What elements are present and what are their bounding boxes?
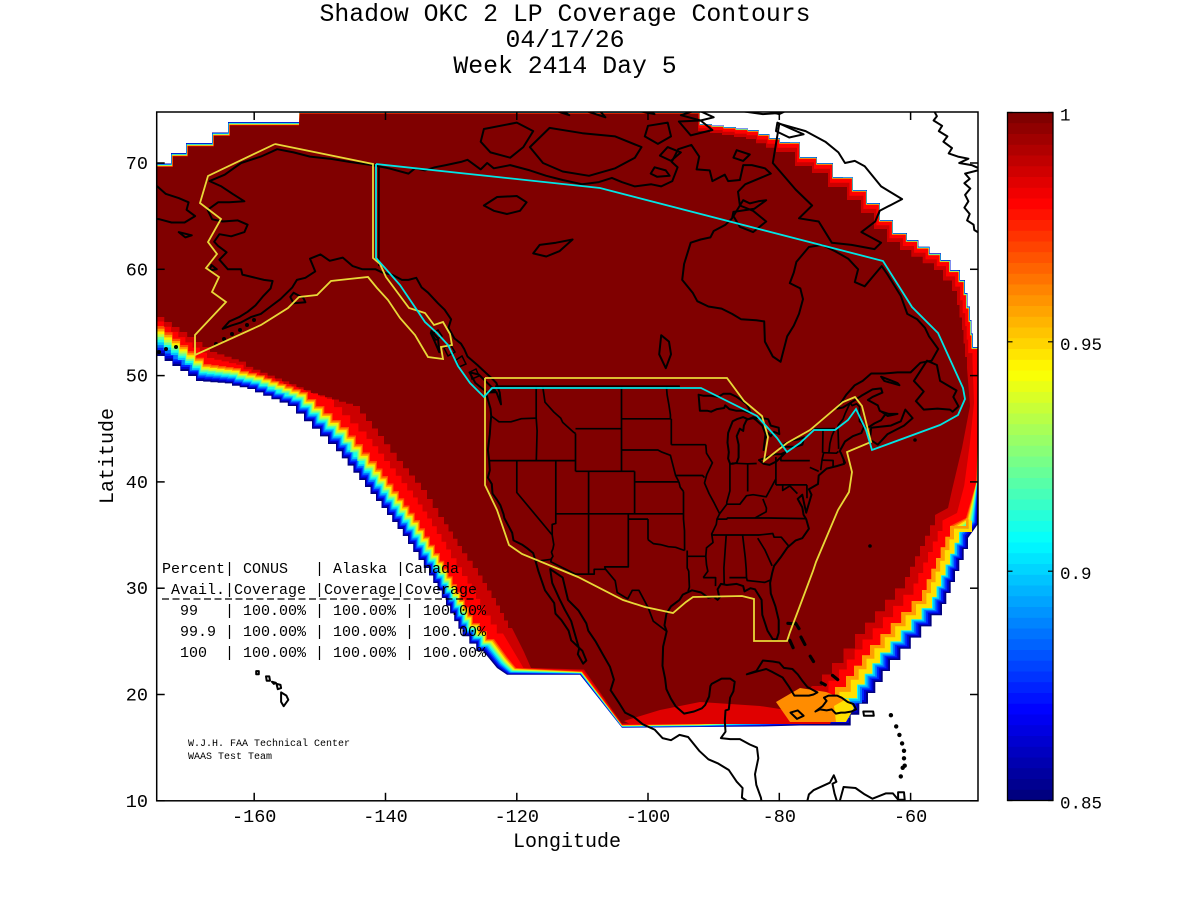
svg-text:Week 2414 Day 5: Week 2414 Day 5 (453, 53, 676, 81)
svg-text:0.9: 0.9 (1060, 565, 1092, 585)
svg-text:99.9 | 100.00% | 100.00% | 100: 99.9 | 100.00% | 100.00% | 100.00% (162, 624, 487, 641)
svg-text:WAAS Test Team: WAAS Test Team (188, 752, 272, 763)
svg-text:-120: -120 (495, 807, 539, 828)
svg-text:20: 20 (126, 686, 148, 707)
svg-text:0.85: 0.85 (1060, 795, 1102, 815)
svg-text:-100: -100 (626, 807, 670, 828)
svg-text:-160: -160 (232, 807, 276, 828)
svg-text:30: 30 (126, 579, 148, 600)
svg-text:0.95: 0.95 (1060, 336, 1102, 356)
svg-text:10: 10 (126, 792, 148, 813)
svg-text:40: 40 (126, 473, 148, 494)
svg-text:100 | 100.00% | 100.00% | 100: 100 | 100.00% | 100.00% | 100.00% (162, 645, 487, 662)
svg-text:-60: -60 (894, 807, 927, 828)
svg-text:99 | 100.00% | 100.00% | 100: 99 | 100.00% | 100.00% | 100.00% (162, 603, 487, 620)
svg-text:-80: -80 (763, 807, 796, 828)
svg-text:Percent| CONUS | Alaska |Can: Percent| CONUS | Alaska |Canada (162, 561, 459, 578)
svg-text:Avail.|Coverage |Coverage|Cove: Avail.|Coverage |Coverage|Coverage (162, 582, 477, 599)
svg-text:60: 60 (126, 260, 148, 281)
svg-text:-140: -140 (363, 807, 407, 828)
svg-text:W.J.H. FAA Technical Center: W.J.H. FAA Technical Center (188, 738, 350, 750)
svg-text:1: 1 (1060, 107, 1071, 127)
svg-text:Latitude: Latitude (97, 408, 120, 504)
svg-text:Shadow OKC 2 LP Coverage Conto: Shadow OKC 2 LP Coverage Contours (319, 1, 810, 29)
svg-text:50: 50 (126, 367, 148, 388)
svg-text:04/17/26: 04/17/26 (505, 27, 624, 55)
svg-text:Longitude: Longitude (513, 831, 621, 854)
svg-text:70: 70 (126, 154, 148, 175)
